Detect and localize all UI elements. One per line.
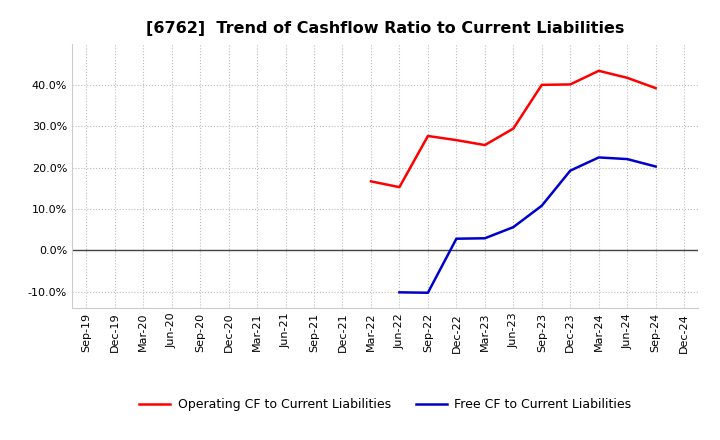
Line: Operating CF to Current Liabilities: Operating CF to Current Liabilities	[371, 71, 656, 187]
Operating CF to Current Liabilities	[395, 184, 404, 190]
Free CF to Current Liabilities	[452, 236, 461, 241]
Operating CF to Current Liabilities	[566, 82, 575, 87]
Free CF to Current Liabilities	[423, 290, 432, 295]
Free CF to Current Liabilities	[652, 164, 660, 169]
Operating CF to Current Liabilities	[452, 137, 461, 143]
Free CF to Current Liabilities	[537, 203, 546, 208]
Free CF to Current Liabilities	[595, 155, 603, 160]
Operating CF to Current Liabilities	[595, 68, 603, 73]
Free CF to Current Liabilities	[395, 290, 404, 295]
Title: [6762]  Trend of Cashflow Ratio to Current Liabilities: [6762] Trend of Cashflow Ratio to Curren…	[146, 21, 624, 36]
Operating CF to Current Liabilities	[480, 143, 489, 148]
Line: Free CF to Current Liabilities: Free CF to Current Liabilities	[400, 158, 656, 293]
Operating CF to Current Liabilities	[423, 133, 432, 139]
Free CF to Current Liabilities	[566, 168, 575, 173]
Operating CF to Current Liabilities	[623, 75, 631, 81]
Free CF to Current Liabilities	[480, 236, 489, 241]
Operating CF to Current Liabilities	[509, 126, 518, 131]
Free CF to Current Liabilities	[509, 224, 518, 230]
Legend: Operating CF to Current Liabilities, Free CF to Current Liabilities: Operating CF to Current Liabilities, Fre…	[134, 393, 636, 416]
Operating CF to Current Liabilities	[537, 82, 546, 88]
Operating CF to Current Liabilities	[366, 179, 375, 184]
Operating CF to Current Liabilities	[652, 85, 660, 91]
Free CF to Current Liabilities	[623, 157, 631, 162]
